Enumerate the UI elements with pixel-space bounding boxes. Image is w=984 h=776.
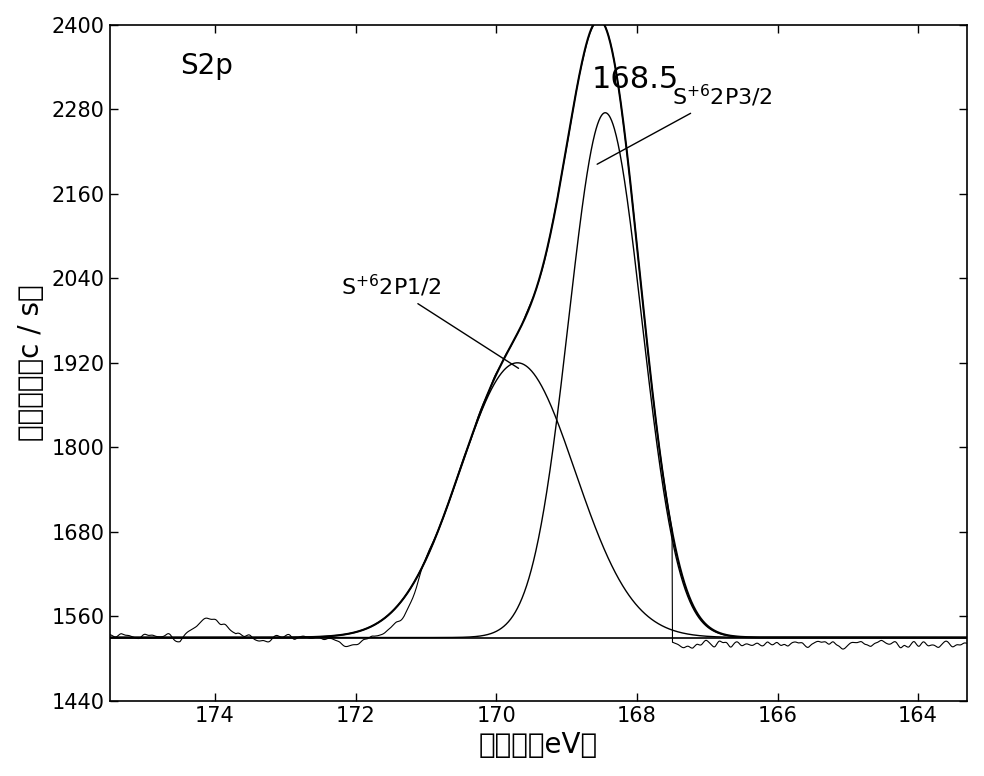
Text: $\mathregular{S^{+6}}$2P3/2: $\mathregular{S^{+6}}$2P3/2 [597,83,772,165]
X-axis label: 结合能（eV）: 结合能（eV） [479,731,598,760]
Text: S2p: S2p [180,52,233,80]
Y-axis label: 相对强度（c / s）: 相对强度（c / s） [17,285,44,441]
Text: $\mathregular{S^{+6}}$2P1/2: $\mathregular{S^{+6}}$2P1/2 [340,273,519,369]
Text: 168.5: 168.5 [591,65,678,94]
